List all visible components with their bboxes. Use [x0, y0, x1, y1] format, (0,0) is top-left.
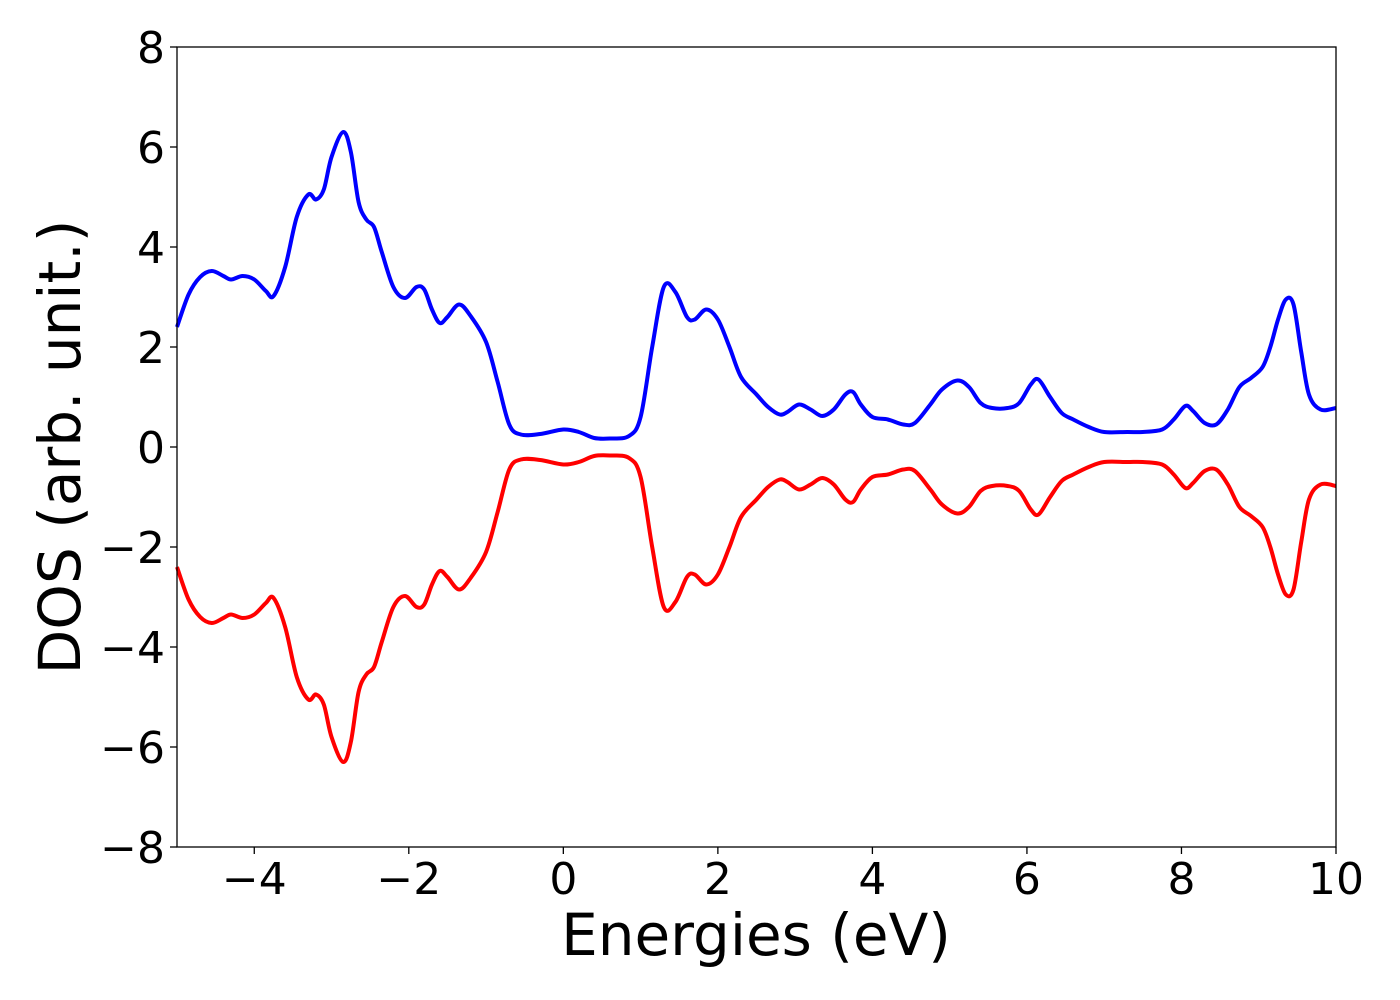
x-tick-label: −4 — [222, 854, 287, 905]
x-tick-label: 6 — [1013, 854, 1041, 905]
series-layer — [175, 130, 1337, 764]
y-tick-label: 6 — [137, 123, 165, 174]
x-tick-label: 0 — [549, 854, 577, 905]
y-tick-label: 0 — [137, 423, 165, 474]
x-axis-ticks: −4 −2 0 2 4 6 8 10 — [222, 847, 1364, 905]
y-tick-label: 8 — [137, 23, 165, 74]
x-tick-label: −2 — [376, 854, 441, 905]
y-tick-label: 4 — [137, 223, 165, 274]
y-tick-label: 2 — [137, 323, 165, 374]
y-tick-label: −6 — [100, 723, 165, 774]
x-tick-label: 4 — [858, 854, 886, 905]
series-line-1 — [175, 130, 1337, 441]
y-axis-label: DOS (arb. unit.) — [26, 220, 94, 675]
x-tick-label: 2 — [704, 854, 732, 905]
x-axis-label: Energies (eV) — [561, 901, 951, 969]
y-tick-label: −8 — [100, 823, 165, 874]
x-tick-label: 8 — [1167, 854, 1195, 905]
x-tick-label: 10 — [1308, 854, 1364, 905]
series-line-2 — [175, 453, 1337, 764]
y-tick-label: −2 — [100, 523, 165, 574]
y-tick-label: −4 — [100, 623, 165, 674]
y-axis-ticks: −8 −6 −4 −2 0 2 4 6 8 — [100, 23, 177, 874]
